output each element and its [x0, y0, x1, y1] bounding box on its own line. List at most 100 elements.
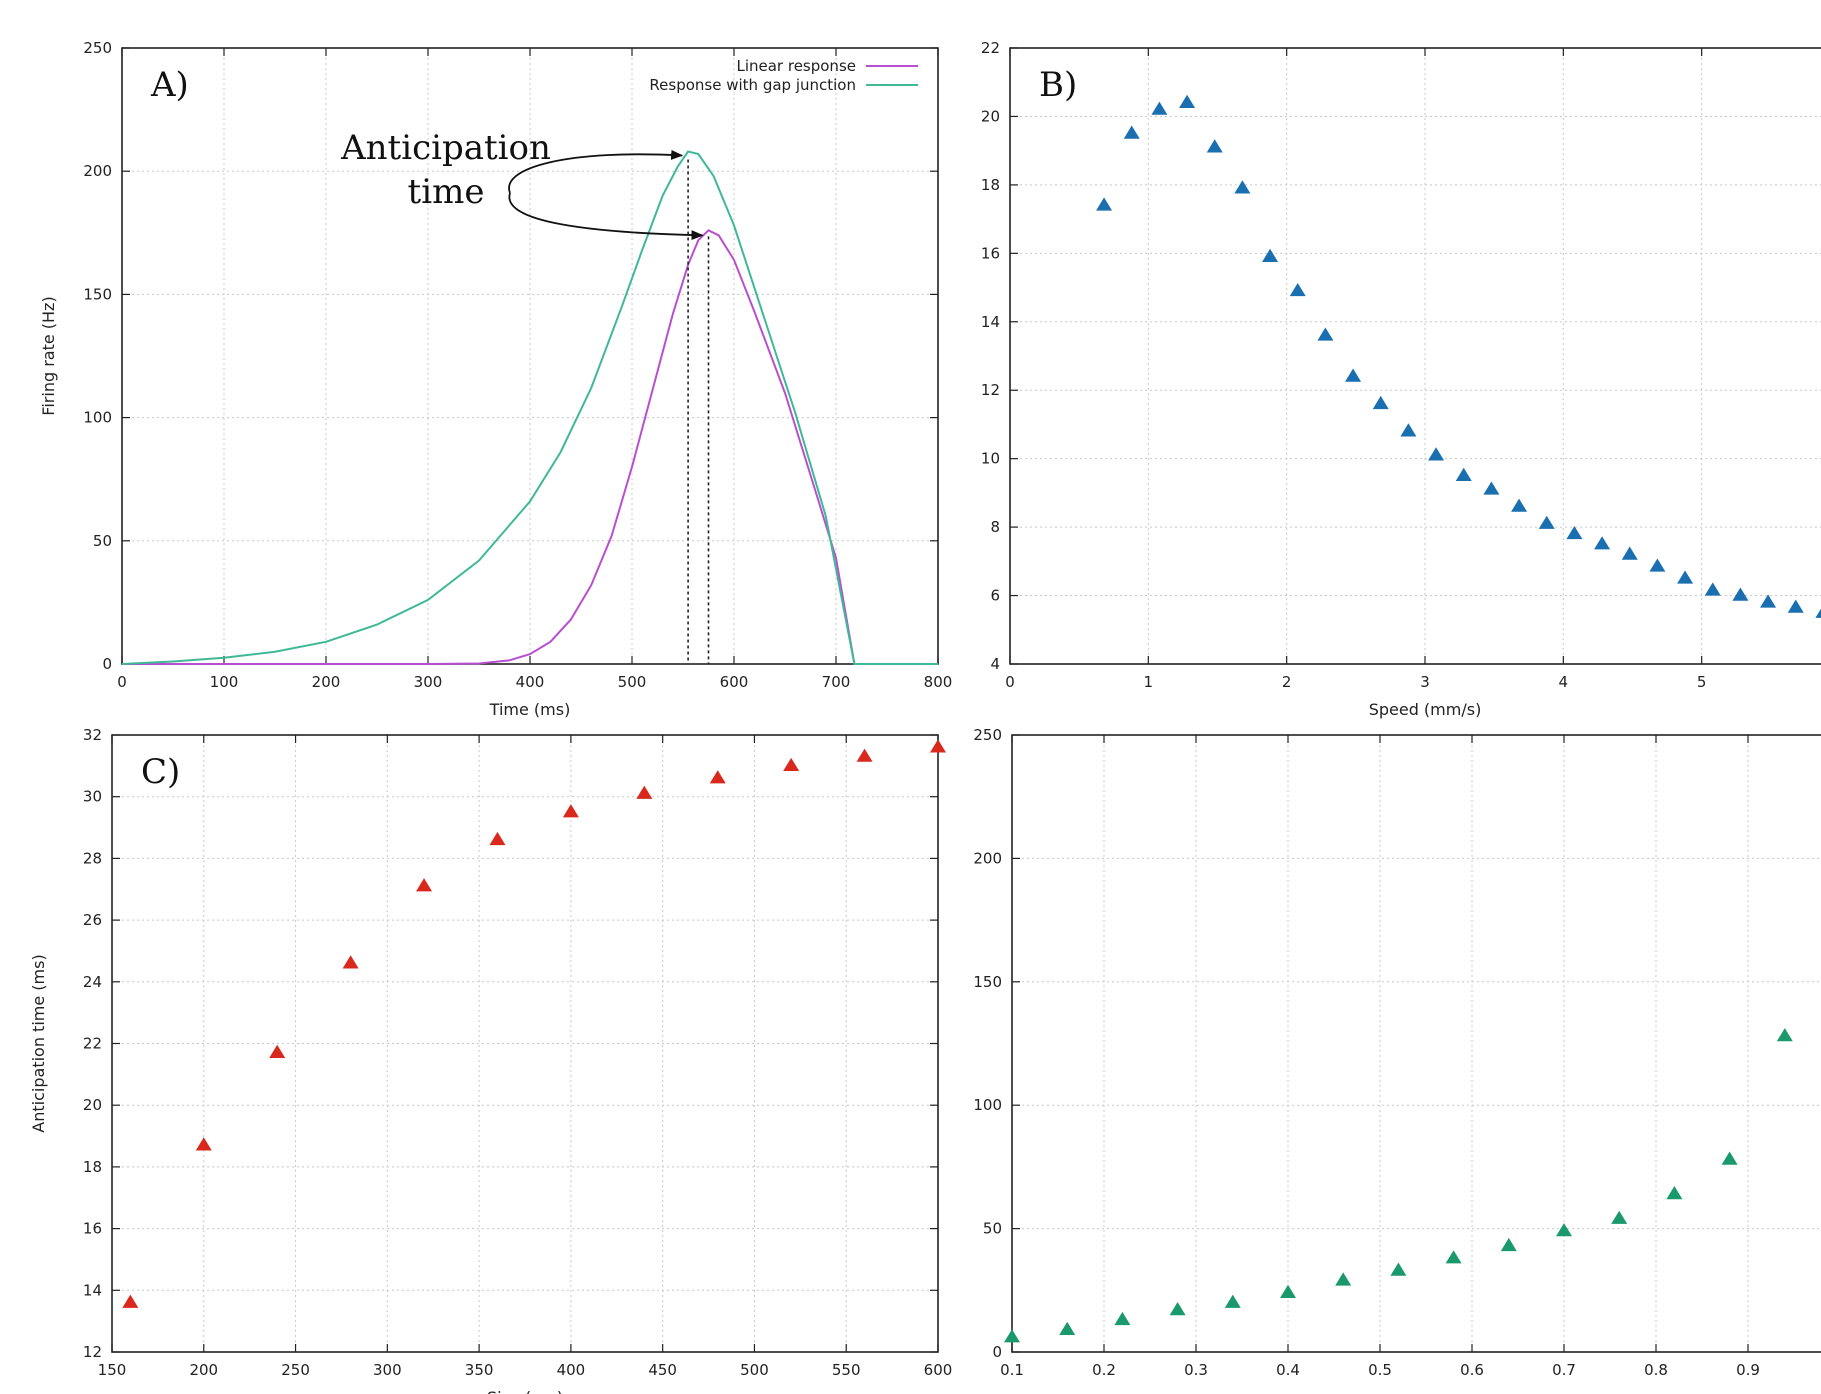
panel-c: 150 200 250 300 350 400 450 500 550 600 12 14 16 18 20…: [29, 726, 952, 1394]
data-point: [1649, 558, 1666, 572]
series-line-gap-junction: [121, 150, 938, 665]
x-tick-label: 300: [373, 1361, 402, 1379]
data-point: [1445, 1250, 1462, 1264]
x-tick-label: 0.8: [1644, 1361, 1668, 1379]
x-tick-label: 250: [281, 1361, 310, 1379]
x-tick-label: 0.9: [1736, 1361, 1760, 1379]
data-point: [1611, 1210, 1628, 1224]
data-point: [1262, 248, 1279, 262]
scatter-points: [1096, 94, 1821, 618]
y-tick-label: 4: [990, 655, 1000, 673]
data-point: [930, 739, 946, 753]
x-tick-label: 100: [210, 673, 239, 691]
data-point: [856, 748, 873, 762]
x-tick-label: 600: [720, 673, 749, 691]
x-tick-label: 200: [189, 1361, 218, 1379]
data-point: [1815, 608, 1821, 618]
y-tick-label: 150: [83, 285, 112, 303]
data-point: [636, 785, 653, 799]
x-tick-label: 350: [465, 1361, 494, 1379]
x-tick-label: 0.3: [1184, 1361, 1208, 1379]
y-tick-label: 6: [990, 587, 1000, 605]
plot-frame: [1009, 47, 1821, 665]
data-point: [1096, 197, 1113, 211]
panel-label: A): [150, 65, 189, 105]
data-point: [1151, 101, 1168, 115]
x-tick-label: 1: [1144, 673, 1154, 691]
scatter-points: [1004, 1028, 1793, 1343]
x-tick-label: 0.7: [1552, 1361, 1576, 1379]
data-point: [1556, 1223, 1572, 1237]
data-point: [1345, 368, 1362, 382]
x-tick-label: 400: [557, 1361, 586, 1379]
x-tick-label: 2: [1282, 673, 1292, 691]
legend-entry-label: Response with gap junction: [649, 76, 856, 94]
data-point: [1776, 1028, 1793, 1042]
data-point: [1234, 180, 1251, 194]
annotation-text-line2: time: [408, 172, 485, 212]
data-point: [1721, 1151, 1738, 1165]
x-axis-label: Size (µm): [487, 1388, 563, 1394]
data-point: [1179, 94, 1196, 108]
y-tick-label: 250: [973, 726, 1002, 744]
data-point: [489, 831, 506, 846]
data-point: [1206, 139, 1223, 153]
data-point: [1372, 395, 1389, 410]
x-tick-label: 3: [1420, 673, 1430, 691]
data-point: [709, 770, 726, 784]
y-tick-label: 22: [83, 1035, 102, 1053]
data-point: [1455, 467, 1472, 481]
y-tick-label: 20: [83, 1096, 102, 1114]
data-point: [1621, 546, 1638, 560]
x-tick-label: 800: [924, 673, 953, 691]
data-point: [1704, 582, 1721, 596]
y-tick-label: 200: [83, 162, 112, 180]
panel-a: 0 100 200 300 400 500 600 700 800 0 50 100 150 200 250…: [39, 39, 952, 719]
x-tick-label: 450: [648, 1361, 677, 1379]
x-tick-label: 400: [516, 673, 545, 691]
x-tick-label: 600: [924, 1361, 953, 1379]
panel-label: B): [1039, 65, 1077, 105]
data-point: [1677, 570, 1694, 584]
x-tick-label: 4: [1559, 673, 1569, 691]
data-point: [783, 757, 800, 772]
x-tick-label: 550: [832, 1361, 861, 1379]
y-tick-label: 200: [973, 849, 1002, 867]
data-point: [122, 1294, 139, 1308]
data-point: [1566, 525, 1583, 540]
y-tick-label: 10: [981, 450, 1000, 468]
data-point: [1123, 125, 1140, 139]
series-line-linear-response: [122, 229, 938, 665]
data-point: [1538, 515, 1555, 529]
x-axis-label: Time (ms): [489, 700, 571, 719]
y-tick-label: 50: [93, 532, 112, 550]
y-tick-label: 14: [981, 313, 1000, 331]
y-tick-label: 30: [83, 788, 102, 806]
data-point: [342, 955, 359, 969]
y-tick-label: 12: [981, 381, 1000, 399]
data-point: [1594, 536, 1611, 550]
data-point: [1787, 599, 1804, 613]
x-tick-label: 0: [117, 673, 127, 691]
scatter-points: [122, 739, 946, 1308]
data-point: [1666, 1186, 1683, 1200]
y-tick-label: 18: [981, 176, 1000, 194]
x-tick-label: 500: [618, 673, 647, 691]
plot-frame: [111, 734, 939, 1353]
anticipation-arrow-upper: [508, 149, 684, 194]
y-tick-label: 16: [83, 1220, 102, 1238]
data-point: [1059, 1321, 1076, 1335]
y-tick-label: 26: [83, 911, 102, 929]
data-point: [1280, 1284, 1296, 1298]
x-tick-label: 0.4: [1276, 1361, 1300, 1379]
y-axis-label: Firing rate (Hz): [39, 296, 58, 415]
data-point: [1500, 1237, 1517, 1252]
y-tick-label: 150: [973, 973, 1002, 991]
y-tick-label: 50: [983, 1220, 1002, 1238]
data-point: [1289, 282, 1306, 297]
data-point: [562, 804, 579, 818]
y-tick-label: 16: [981, 244, 1000, 262]
